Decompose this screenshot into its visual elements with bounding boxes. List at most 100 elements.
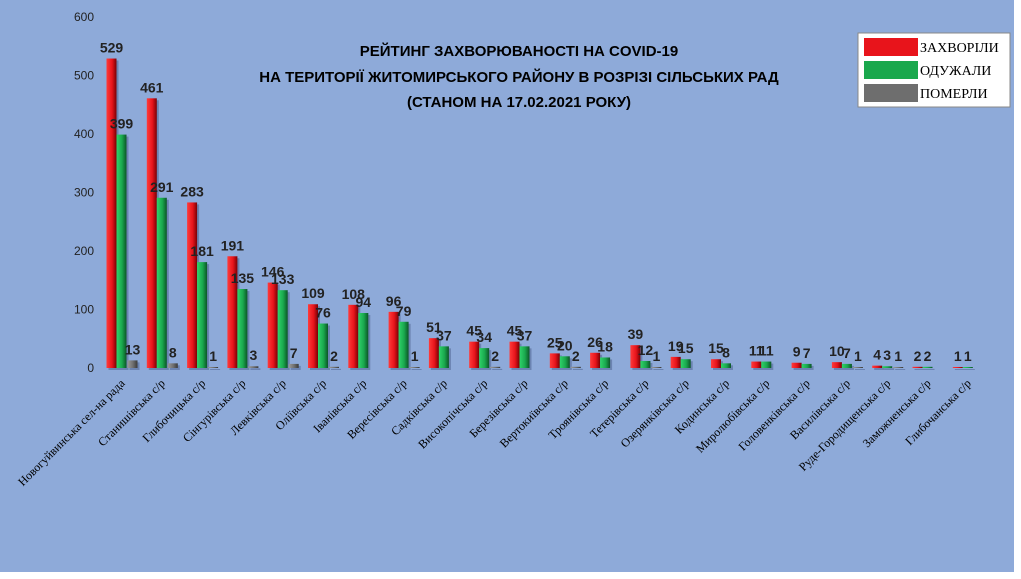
- value-label-died: 1: [854, 348, 862, 364]
- category-label: Вертокиївська с/р: [497, 376, 571, 450]
- value-label-recovered: 37: [436, 327, 452, 343]
- value-label-recovered: 7: [803, 345, 811, 361]
- bar-died: [651, 367, 662, 368]
- bar-died: [248, 366, 259, 368]
- value-label-died: 8: [169, 344, 177, 360]
- value-label-recovered: 3: [883, 347, 891, 363]
- y-tick-label: 100: [74, 303, 94, 317]
- bar-infected: [388, 311, 399, 368]
- bar-recovered: [841, 363, 852, 368]
- bar-infected: [227, 256, 238, 368]
- value-label-died: 1: [894, 348, 902, 364]
- y-tick-label: 500: [74, 69, 94, 83]
- bar-recovered: [318, 323, 328, 368]
- y-tick-label: 200: [74, 244, 94, 258]
- bar-recovered: [156, 197, 167, 368]
- category-label: Миролюбівська с/р: [693, 376, 772, 455]
- legend-swatch-infected: [864, 38, 918, 56]
- value-label-recovered: 15: [678, 340, 694, 356]
- value-label-recovered: 8: [722, 344, 730, 360]
- bar-infected: [670, 356, 681, 368]
- bar-infected: [549, 353, 560, 368]
- bar-shadow-died: [492, 368, 503, 370]
- bar-recovered: [237, 289, 248, 368]
- bar-died: [893, 367, 904, 368]
- bar-shadow-recovered: [924, 368, 935, 370]
- bar-recovered: [761, 361, 772, 368]
- legend-label-infected: ЗАХВОРІЛИ: [920, 41, 999, 56]
- value-label-infected: 4: [873, 347, 881, 363]
- value-label-infected: 9: [793, 344, 801, 360]
- value-label-infected: 45: [466, 323, 482, 339]
- value-label-infected: 2: [914, 348, 922, 364]
- value-label-died: 2: [330, 348, 338, 364]
- bar-infected: [308, 304, 318, 368]
- bar-recovered: [922, 366, 933, 368]
- bar-shadow-died: [411, 369, 422, 370]
- chart-title-line-1: РЕЙТИНГ ЗАХВОРЮВАНОСТІ НА COVID-19: [360, 42, 678, 60]
- value-label-recovered: 399: [110, 116, 134, 132]
- value-label-infected: 15: [708, 340, 724, 356]
- bar-infected: [267, 282, 278, 368]
- value-label-recovered: 2: [924, 348, 932, 364]
- bar-recovered: [398, 321, 409, 368]
- bar-shadow-died: [210, 369, 221, 370]
- value-label-infected: 1: [954, 348, 962, 364]
- category-label: Заможненська с/р: [860, 376, 934, 450]
- bar-shadow-died: [331, 368, 341, 370]
- bar-infected: [711, 359, 721, 368]
- bar-died: [208, 367, 219, 368]
- y-tick-label: 300: [74, 186, 94, 200]
- legend-label-died: ПОМЕРЛИ: [920, 87, 988, 102]
- value-label-infected: 191: [221, 237, 245, 253]
- value-label-recovered: 18: [597, 338, 613, 354]
- bar-died: [329, 366, 339, 368]
- value-label-infected: 146: [261, 264, 285, 280]
- bar-recovered: [116, 134, 127, 368]
- bar-died: [570, 366, 581, 368]
- value-label-recovered: 181: [190, 243, 214, 259]
- value-label-infected: 45: [507, 323, 523, 339]
- bar-recovered: [519, 346, 530, 368]
- bar-died: [490, 366, 501, 368]
- bar-shadow-died: [653, 369, 664, 370]
- value-label-recovered: 12: [638, 342, 654, 358]
- bar-infected: [348, 304, 359, 368]
- bar-recovered: [358, 313, 369, 368]
- y-axis: 0 100 200 300 400 500 600: [74, 10, 94, 375]
- value-label-died: 2: [491, 348, 499, 364]
- bar-recovered: [680, 359, 691, 368]
- bar-infected: [146, 98, 157, 368]
- value-label-recovered: 94: [356, 294, 372, 310]
- value-label-infected: 25: [547, 334, 563, 350]
- bar-recovered: [600, 357, 611, 368]
- category-label: Високопічська с/р: [415, 376, 490, 451]
- value-label-infected: 26: [587, 334, 603, 350]
- bar-died: [288, 363, 299, 368]
- bar-shadow-died: [895, 369, 906, 370]
- bar-infected: [831, 362, 842, 368]
- bar-shadow-recovered: [964, 369, 975, 370]
- value-label-infected: 51: [426, 319, 442, 335]
- value-label-recovered: 1: [964, 348, 972, 364]
- bar-recovered: [801, 363, 812, 368]
- value-label-recovered: 20: [557, 337, 573, 353]
- bar-recovered: [438, 346, 449, 368]
- value-label-infected: 109: [301, 285, 325, 301]
- value-label-recovered: 79: [396, 303, 412, 319]
- legend-swatch-died: [864, 84, 918, 102]
- value-label-infected: 39: [628, 326, 644, 342]
- value-label-died: 1: [411, 348, 419, 364]
- value-label-infected: 108: [342, 286, 366, 302]
- value-label-recovered: 76: [315, 305, 331, 321]
- bar-infected: [590, 352, 601, 368]
- y-tick-label: 400: [74, 127, 94, 141]
- value-labels: 5293991346129182831811191135314613371097…: [100, 40, 972, 364]
- value-label-infected: 96: [386, 293, 402, 309]
- value-label-died: 7: [290, 345, 298, 361]
- bar-recovered: [721, 363, 731, 368]
- value-label-infected: 283: [180, 183, 204, 199]
